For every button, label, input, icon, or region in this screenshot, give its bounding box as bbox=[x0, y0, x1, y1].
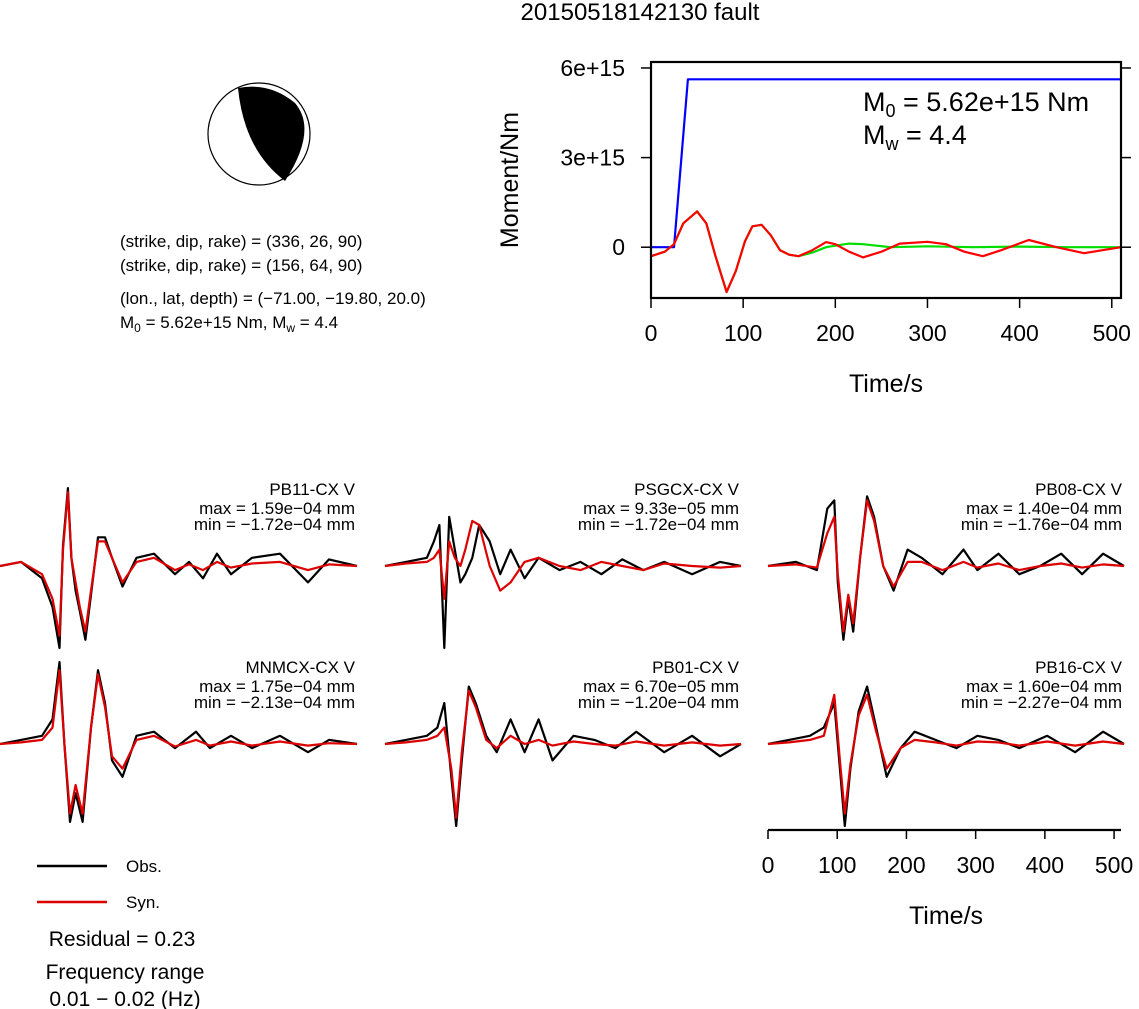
moment-y-tick-label: 3e+15 bbox=[560, 145, 625, 171]
legend-obs-label: Obs. bbox=[126, 857, 162, 876]
moment-series-line-2 bbox=[650, 210, 1121, 294]
station-max-label: max = 6.70e−05 mm bbox=[583, 677, 739, 696]
station-label: MNMCX-CX V bbox=[245, 658, 355, 677]
waveform-x-tick-label: 100 bbox=[818, 852, 856, 878]
synthetic-waveform bbox=[384, 689, 742, 819]
station-max-label: max = 1.60e−04 mm bbox=[966, 677, 1122, 696]
station-label: PB11-CX V bbox=[269, 480, 355, 499]
observed-waveform bbox=[384, 685, 742, 828]
station-min-label: min = −1.76e−04 mm bbox=[961, 515, 1122, 534]
moment-x-axis-label: Time/s bbox=[849, 370, 923, 398]
moment-x-tick-label: 100 bbox=[724, 320, 762, 346]
moment-x-tick-label: 200 bbox=[816, 320, 854, 346]
synthetic-waveform bbox=[384, 519, 742, 600]
waveform-x-axis-label: Time/s bbox=[909, 902, 983, 930]
legend-syn-label: Syn. bbox=[126, 893, 160, 912]
waveform-x-tick-label: 0 bbox=[762, 852, 775, 878]
figure-title: 20150518142130 fault bbox=[521, 0, 760, 26]
mechanism-line-4: M0 = 5.62e+15 Nm, Mw = 4.4 bbox=[120, 313, 338, 335]
moment-y-tick-label: 0 bbox=[612, 234, 625, 260]
moment-y-tick-label: 6e+15 bbox=[560, 55, 625, 81]
mechanism-line-2: (strike, dip, rake) = (156, 64, 90) bbox=[120, 256, 362, 275]
station-max-label: max = 1.75e−04 mm bbox=[199, 677, 355, 696]
station-min-label: min = −2.27e−04 mm bbox=[961, 693, 1122, 712]
station-min-label: min = −2.13e−04 mm bbox=[194, 693, 355, 712]
waveform-x-tick-label: 200 bbox=[887, 852, 925, 878]
moment-x-tick-label: 500 bbox=[1093, 320, 1131, 346]
station-label: PB08-CX V bbox=[1035, 480, 1123, 499]
station-min-label: min = −1.72e−04 mm bbox=[194, 515, 355, 534]
moment-y-axis-label: Moment/Nm bbox=[496, 112, 524, 248]
synthetic-waveform bbox=[0, 491, 358, 637]
waveform-x-tick-label: 400 bbox=[1026, 852, 1064, 878]
legend: Obs. Syn. bbox=[37, 857, 162, 912]
station-max-label: max = 9.33e−05 mm bbox=[583, 499, 739, 518]
waveform-x-tick-label: 300 bbox=[956, 852, 994, 878]
station-min-label: min = −1.20e−04 mm bbox=[578, 693, 739, 712]
residual-label: Residual = 0.23 bbox=[49, 928, 196, 951]
observed-waveform bbox=[0, 660, 358, 824]
moment-x-tick-label: 0 bbox=[645, 320, 658, 346]
station-max-label: max = 1.40e−04 mm bbox=[966, 499, 1122, 518]
mechanism-line-1: (strike, dip, rake) = (336, 26, 90) bbox=[120, 232, 362, 251]
station-label: PSGCX-CX V bbox=[634, 480, 740, 499]
synthetic-waveform bbox=[767, 499, 1125, 633]
synthetic-waveform bbox=[0, 669, 358, 815]
moment-series-line-1 bbox=[651, 78, 1121, 249]
moment-plot-frame bbox=[649, 60, 1123, 300]
moment-annotation-mw: Mw = 4.4 bbox=[863, 120, 967, 154]
waveform-x-tick-label: 500 bbox=[1095, 852, 1133, 878]
station-label: PB16-CX V bbox=[1035, 658, 1123, 677]
beachball-icon bbox=[207, 82, 311, 186]
station-label: PB01-CX V bbox=[652, 658, 740, 677]
moment-x-tick-label: 300 bbox=[908, 320, 946, 346]
station-max-label: max = 1.59e−04 mm bbox=[199, 499, 355, 518]
frequency-range-label: Frequency range bbox=[46, 961, 205, 984]
observed-waveform bbox=[384, 515, 742, 650]
moment-annotation-m0: M0 = 5.62e+15 Nm bbox=[863, 87, 1089, 121]
synthetic-waveform bbox=[767, 693, 1125, 815]
station-min-label: min = −1.72e−04 mm bbox=[578, 515, 739, 534]
moment-chart: 0 100 200 300 400 500 0 3e+15 6e+15 M0 = 5.62e+1… bbox=[496, 55, 1131, 398]
moment-series-line-3 bbox=[650, 210, 1122, 294]
mechanism-line-3: (lon., lat, depth) = (−71.00, −19.80, 20… bbox=[120, 289, 426, 308]
frequency-range-value: 0.01 − 0.02 (Hz) bbox=[49, 988, 200, 1009]
moment-x-tick-label: 400 bbox=[1000, 320, 1038, 346]
